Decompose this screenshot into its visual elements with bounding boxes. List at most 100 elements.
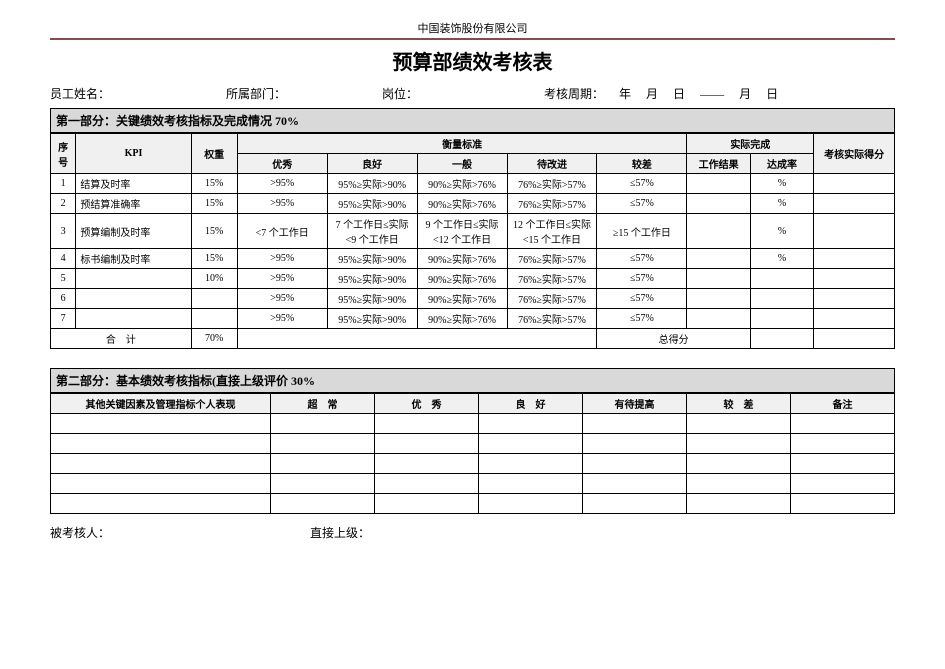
- period-day2: 日: [766, 87, 778, 101]
- th-poor: 较差: [597, 154, 687, 174]
- section1-header: 第一部分：关键绩效考核指标及完成情况 70%: [50, 108, 895, 133]
- table-cell: [750, 269, 813, 289]
- table-cell: 15%: [191, 194, 237, 214]
- table-cell: [687, 309, 750, 329]
- th2-improve: 有待提高: [583, 394, 687, 414]
- total-label: 合 计: [51, 329, 192, 349]
- table-cell: [375, 454, 479, 474]
- table-cell: [791, 494, 895, 514]
- section2-header: 第二部分：基本绩效考核指标(直接上级评价 30%: [50, 368, 895, 393]
- section2-table: 其他关键因素及管理指标个人表现 超 常 优 秀 良 好 有待提高 较 差 备注: [50, 393, 895, 514]
- table-cell: ≤57%: [597, 309, 687, 329]
- th2-note: 备注: [791, 394, 895, 414]
- table-cell: [687, 289, 750, 309]
- table-cell: ≤57%: [597, 174, 687, 194]
- table-cell: [814, 194, 895, 214]
- table-cell: [583, 474, 687, 494]
- table-cell: 95%≥实际>90%: [327, 309, 417, 329]
- table-cell: 3: [51, 214, 76, 249]
- table-cell: [791, 454, 895, 474]
- th-excellent: 优秀: [237, 154, 327, 174]
- table-cell: [479, 494, 583, 514]
- table-cell: [687, 454, 791, 474]
- th2-normal: 良 好: [479, 394, 583, 414]
- table-cell: 90%≥实际>76%: [417, 309, 507, 329]
- divider-top: [50, 38, 895, 40]
- th-rate: 达成率: [750, 154, 813, 174]
- table-cell: 90%≥实际>76%: [417, 289, 507, 309]
- table-cell: %: [750, 249, 813, 269]
- table-cell: [750, 309, 813, 329]
- table-cell: 5: [51, 269, 76, 289]
- info-period: 考核周期： 年 月 日 —— 月 日: [538, 85, 889, 102]
- period-label: 考核周期：: [544, 87, 604, 101]
- th2-other: 其他关键因素及管理指标个人表现: [51, 394, 271, 414]
- table-cell: 2: [51, 194, 76, 214]
- table-cell: >95%: [237, 309, 327, 329]
- table-cell: 15%: [191, 249, 237, 269]
- table-cell: 7 个工作日≤实际<9 个工作日: [327, 214, 417, 249]
- th2-excellent: 超 常: [271, 394, 375, 414]
- table-cell: 结算及时率: [76, 174, 191, 194]
- total-weight: 70%: [191, 329, 237, 349]
- table-cell: [479, 414, 583, 434]
- th-good: 良好: [327, 154, 417, 174]
- table-cell: 1: [51, 174, 76, 194]
- table-cell: 76%≥实际>57%: [507, 174, 597, 194]
- period-dash: ——: [700, 87, 724, 101]
- th2-good: 优 秀: [375, 394, 479, 414]
- table-cell: 12 个工作日≤实际<15 个工作日: [507, 214, 597, 249]
- table-cell: %: [750, 194, 813, 214]
- sign-person: 被考核人：: [50, 524, 310, 541]
- table-cell: 95%≥实际>90%: [327, 269, 417, 289]
- th-idx: 序号: [51, 134, 76, 174]
- table-cell: 预结算准确率: [76, 194, 191, 214]
- table-cell: [51, 454, 271, 474]
- table-cell: [51, 474, 271, 494]
- info-name-label: 员工姓名：: [50, 85, 220, 102]
- table-cell: [791, 434, 895, 454]
- table-cell: [479, 434, 583, 454]
- table-cell: [375, 414, 479, 434]
- table-cell: [583, 494, 687, 514]
- table-cell: [51, 434, 271, 454]
- table-cell: 95%≥实际>90%: [327, 194, 417, 214]
- table-cell: [76, 269, 191, 289]
- table-cell: 95%≥实际>90%: [327, 289, 417, 309]
- th-standard: 衡量标准: [237, 134, 687, 154]
- table-cell: [687, 194, 750, 214]
- table-cell: [791, 474, 895, 494]
- th-improve: 待改进: [507, 154, 597, 174]
- table-cell: [375, 474, 479, 494]
- table-cell: 90%≥实际>76%: [417, 249, 507, 269]
- table-cell: [750, 289, 813, 309]
- table-cell: <7 个工作日: [237, 214, 327, 249]
- sign-row: 被考核人： 直接上级：: [50, 524, 895, 541]
- table-cell: [479, 454, 583, 474]
- table-cell: 95%≥实际>90%: [327, 249, 417, 269]
- table-cell: [583, 414, 687, 434]
- table-cell: [583, 434, 687, 454]
- table-cell: [791, 414, 895, 434]
- table-cell: [271, 434, 375, 454]
- table-cell: [687, 174, 750, 194]
- table-cell: [76, 309, 191, 329]
- table-cell: >95%: [237, 269, 327, 289]
- table-cell: 10%: [191, 269, 237, 289]
- table-cell: [687, 269, 750, 289]
- table-cell: [76, 289, 191, 309]
- table-cell: [814, 249, 895, 269]
- table-cell: [479, 474, 583, 494]
- table-cell: [191, 309, 237, 329]
- page-title: 预算部绩效考核表: [50, 46, 895, 75]
- table-cell: 76%≥实际>57%: [507, 269, 597, 289]
- table-cell: [687, 214, 750, 249]
- table-cell: [814, 174, 895, 194]
- table-cell: 标书编制及时率: [76, 249, 191, 269]
- info-dept-label: 所属部门：: [226, 85, 376, 102]
- period-month2: 月: [739, 87, 751, 101]
- th-score: 考核实际得分: [814, 134, 895, 174]
- table-cell: [814, 309, 895, 329]
- table-cell: [271, 494, 375, 514]
- table-cell: [814, 269, 895, 289]
